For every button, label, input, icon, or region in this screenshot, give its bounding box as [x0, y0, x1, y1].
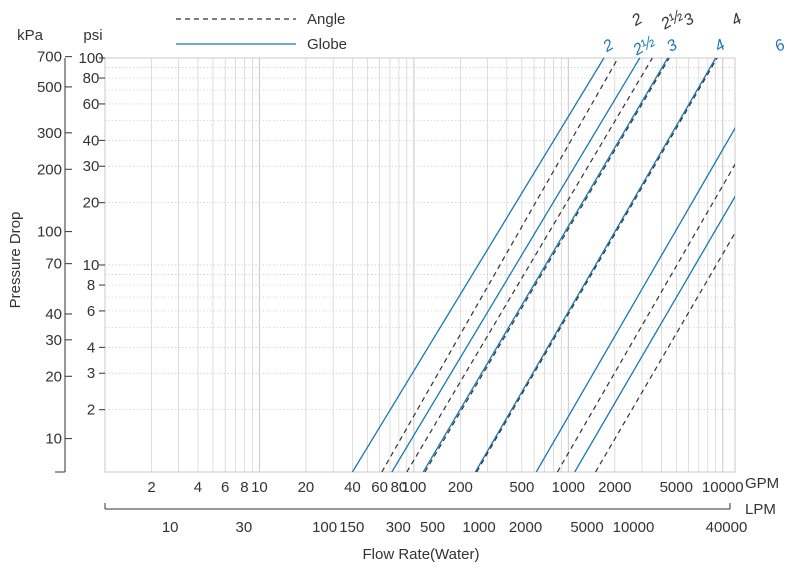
kpa-tick-label: 20 — [45, 368, 62, 385]
lpm-tick-label: 30 — [236, 519, 253, 536]
psi-tick-label: 2 — [87, 402, 95, 419]
lpm-tick-label: 100 — [312, 519, 337, 536]
angle-line-3 — [424, 57, 670, 472]
globe-line-6 — [535, 127, 735, 472]
gpm-tick-label: 10 — [251, 479, 268, 496]
y-axis-title: Pressure Drop — [7, 212, 24, 309]
globe-size-label: 2 — [600, 36, 617, 56]
globe-line-4 — [474, 57, 717, 472]
kpa-tick-label: 70 — [45, 256, 62, 273]
gpm-tick-label: 10000 — [702, 479, 744, 496]
gpm-tick-label: 200 — [448, 479, 473, 496]
globe-line-3 — [422, 57, 669, 472]
psi-unit-label: psi — [83, 27, 102, 44]
kpa-tick-label: 30 — [45, 332, 62, 349]
grid — [104, 57, 736, 473]
legend-globe-label: Globe — [307, 36, 347, 53]
kpa-tick-label: 500 — [37, 79, 62, 96]
gpm-tick-label: 40 — [344, 479, 361, 496]
lpm-unit-label: LPM — [745, 501, 776, 518]
gpm-tick-label: 80 — [391, 479, 408, 496]
lpm-tick-label: 150 — [339, 519, 364, 536]
globe-line-2½ — [391, 57, 641, 472]
lpm-tick-label: 10 — [162, 519, 179, 536]
gpm-tick-label: 6 — [221, 479, 229, 496]
kpa-unit-label: kPa — [17, 27, 44, 44]
psi-tick-label: 10 — [83, 257, 100, 274]
psi-tick-label: 20 — [83, 195, 100, 212]
gpm-unit-label: GPM — [745, 475, 779, 492]
kpa-tick-label: 700 — [37, 49, 62, 66]
lpm-tick-label: 10000 — [613, 519, 655, 536]
globe-line-2 — [351, 57, 605, 472]
kpa-tick-label: 40 — [45, 306, 62, 323]
gpm-tick-label: 500 — [509, 479, 534, 496]
lpm-tick-label: 2000 — [509, 519, 542, 536]
kpa-tick-label: 100 — [37, 224, 62, 241]
angle-line-2 — [381, 57, 619, 472]
gpm-tick-label: 2000 — [598, 479, 631, 496]
psi-tick-label: 100 — [78, 50, 103, 67]
globe-size-label: 2½ — [630, 33, 659, 59]
lpm-tick-label: 300 — [386, 519, 411, 536]
legend-angle-label: Angle — [307, 11, 345, 28]
gpm-tick-label: 8 — [240, 479, 248, 496]
lpm-tick-label: 500 — [420, 519, 445, 536]
axes: kPa psi GPM LPM Flow Rate(Water) Pressur… — [7, 27, 779, 563]
kpa-tick-label: 300 — [37, 125, 62, 142]
gpm-tick-label: 2 — [147, 479, 155, 496]
gpm-tick-label: 100 — [401, 479, 426, 496]
globe-size-label: 6 — [772, 36, 787, 55]
psi-tick-label: 3 — [87, 365, 95, 382]
kpa-tick-label: 200 — [37, 161, 62, 178]
series-lines — [351, 57, 735, 472]
psi-tick-label: 4 — [87, 339, 95, 356]
psi-tick-label: 40 — [83, 132, 100, 149]
lpm-tick-label: 5000 — [570, 519, 603, 536]
psi-tick-label: 80 — [83, 70, 100, 87]
angle-size-label: 2½ — [658, 7, 687, 33]
x-axis-title: Flow Rate(Water) — [363, 546, 480, 563]
globe-line-8 — [574, 195, 735, 472]
lpm-tick-label: 1000 — [462, 519, 495, 536]
gpm-tick-label: 4 — [194, 479, 202, 496]
psi-tick-label: 30 — [83, 158, 100, 175]
gpm-tick-label: 60 — [371, 479, 388, 496]
angle-size-label: 2 — [628, 10, 645, 30]
gpm-tick-label: 20 — [298, 479, 315, 496]
lpm-tick-label: 40000 — [706, 519, 748, 536]
angle-line-4 — [476, 57, 718, 472]
psi-tick-label: 60 — [83, 96, 100, 113]
gpm-tick-label: 5000 — [660, 479, 693, 496]
psi-tick-label: 8 — [87, 277, 95, 294]
psi-tick-label: 6 — [87, 303, 95, 320]
gpm-tick-label: 1000 — [552, 479, 585, 496]
legend: Angle Globe — [176, 11, 347, 53]
globe-size-label: 3 — [664, 36, 680, 55]
angle-size-label: 3 — [681, 10, 697, 29]
kpa-tick-label: 10 — [45, 431, 62, 448]
globe-size-label: 4 — [712, 36, 728, 55]
angle-size-label: 4 — [729, 10, 745, 29]
